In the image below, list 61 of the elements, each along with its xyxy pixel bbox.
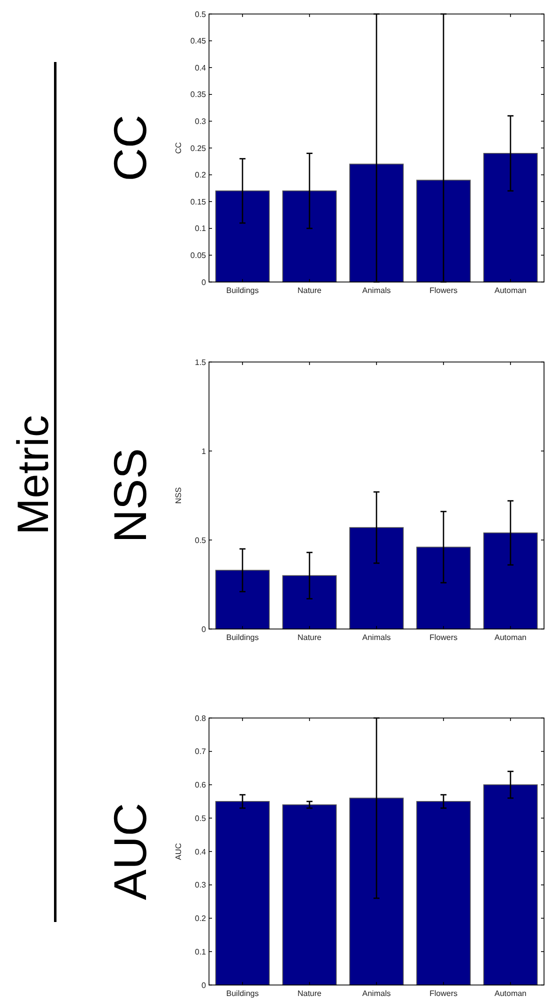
y-tick-label: 0.1	[194, 947, 207, 956]
y-tick-label: 0.6	[194, 780, 207, 790]
y-tick-label: 0.5	[194, 536, 207, 545]
x-tick-label: Animals	[362, 633, 391, 642]
bar	[416, 801, 471, 986]
y-tick-label: 0.15	[190, 197, 207, 206]
bar	[215, 801, 270, 986]
bar	[349, 527, 404, 630]
bar	[282, 190, 337, 282]
x-tick-label: Automan	[494, 286, 527, 295]
y-tick-label: 0.1	[194, 224, 207, 234]
x-tick-label: Buildings	[226, 989, 259, 998]
y-tick-label: 0.45	[190, 36, 207, 46]
text: NSS	[104, 448, 156, 543]
text: Metric	[9, 415, 58, 535]
x-tick-label: Nature	[297, 989, 322, 998]
y-tick-label: 0.05	[190, 251, 207, 260]
y-tick-label: 0	[202, 980, 207, 990]
x-tick-label: Animals	[362, 989, 391, 998]
y-axis-title: CC	[174, 142, 183, 154]
text: AUC	[104, 802, 156, 900]
x-tick-label: Buildings	[226, 633, 259, 642]
y-tick-label: 0.3	[194, 880, 207, 890]
y-axis-title: AUC	[174, 842, 183, 860]
x-tick-label: Buildings	[226, 286, 259, 295]
y-tick-label: 0.3	[194, 117, 207, 126]
y-tick-label: 0.2	[194, 914, 207, 924]
x-tick-label: Automan	[494, 633, 527, 642]
x-tick-label: Nature	[297, 286, 322, 295]
bar	[349, 798, 404, 986]
bar	[483, 784, 538, 986]
y-tick-label: 0.5	[194, 814, 207, 823]
x-tick-label: Automan	[494, 989, 527, 998]
x-tick-label: Animals	[362, 286, 391, 295]
bar	[215, 190, 270, 282]
y-tick-label: 1	[202, 446, 207, 456]
bar	[349, 164, 404, 282]
y-tick-label: 0.7	[194, 747, 207, 756]
y-tick-label: 0.2	[194, 170, 207, 180]
x-tick-label: Flowers	[429, 633, 458, 642]
x-tick-label: Nature	[297, 633, 322, 642]
bar	[416, 180, 471, 282]
bar	[483, 532, 538, 630]
y-tick-label: 0.8	[194, 714, 207, 723]
text: CC	[104, 114, 156, 182]
y-axis-title: NSS	[174, 487, 183, 504]
y-tick-label: 0.5	[194, 10, 207, 19]
y-tick-label: 0.4	[194, 63, 207, 72]
bar	[282, 804, 337, 986]
bar	[282, 575, 337, 630]
y-tick-label: 0.4	[194, 847, 207, 856]
y-tick-label: 0	[202, 624, 207, 634]
bar	[483, 152, 538, 282]
y-tick-label: 0.35	[190, 90, 207, 100]
x-tick-label: Flowers	[429, 989, 458, 998]
y-tick-label: 0	[202, 278, 207, 287]
bar	[416, 546, 471, 630]
y-tick-label: 1.5	[194, 358, 207, 367]
bar	[215, 570, 270, 630]
x-tick-label: Flowers	[429, 286, 458, 295]
y-tick-label: 0.25	[190, 144, 207, 153]
